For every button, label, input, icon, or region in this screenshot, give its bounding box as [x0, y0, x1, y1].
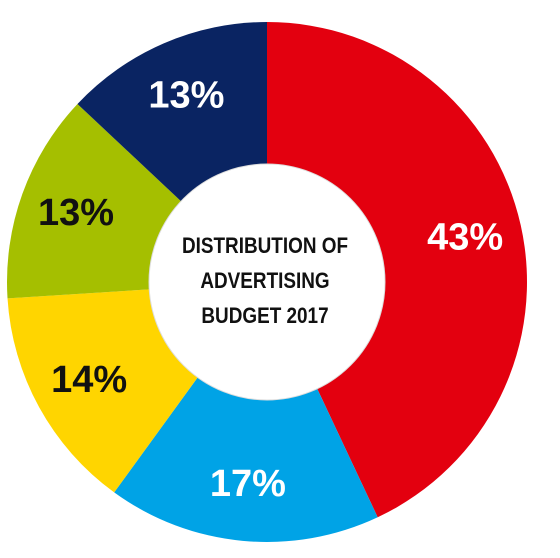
chart-title-line-2: ADVERTISING [200, 267, 330, 293]
pie-slice-2 [114, 282, 378, 542]
slice-label-1: 43% [427, 217, 503, 259]
slice-label-5: 13% [148, 75, 224, 117]
slice-labels: 43% 17% 14% 13% 13% [38, 75, 503, 505]
slice-label-2: 17% [210, 463, 286, 505]
pie-slice-1 [267, 22, 527, 518]
slice-label-4: 13% [38, 192, 114, 234]
slice-label-3: 14% [51, 359, 127, 401]
chart-title: DISTRIBUTION OF ADVERTISING BUDGET 2017 [166, 205, 364, 355]
donut-center [148, 163, 386, 401]
chart-title-line-1: DISTRIBUTION OF [181, 232, 349, 258]
chart-title-line-3: BUDGET 2017 [201, 302, 329, 328]
